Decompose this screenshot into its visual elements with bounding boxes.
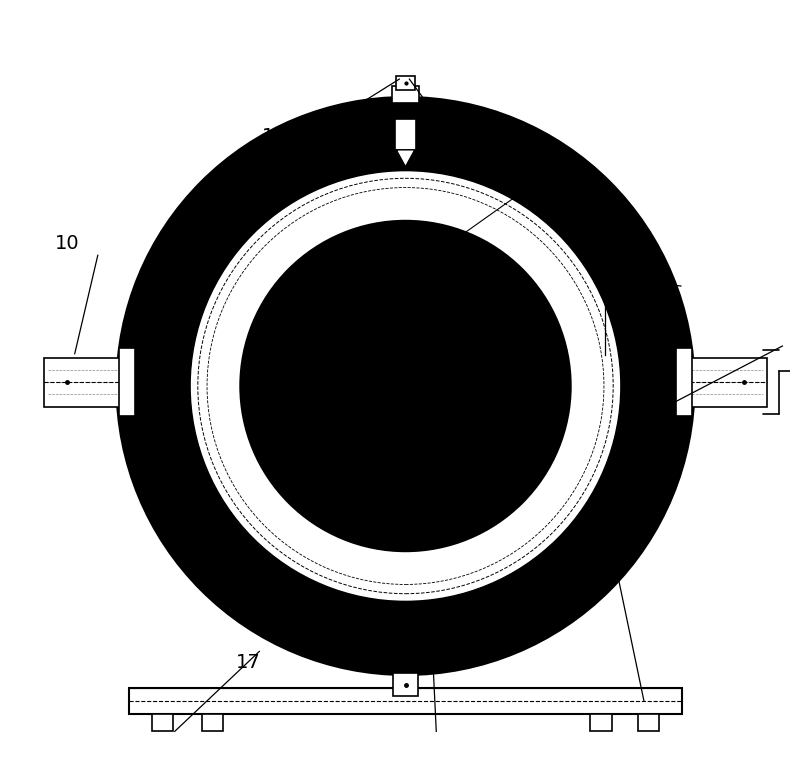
Text: 12: 12 [470,127,495,145]
Bar [395,119,416,150]
Bar [152,714,174,731]
Bar [119,348,135,416]
Text: 4: 4 [615,507,627,527]
Bar [637,714,659,731]
Text: 13: 13 [262,127,287,145]
Bar [676,348,692,416]
Polygon shape [397,150,414,167]
Bar [684,357,767,407]
Bar [393,673,418,696]
Text: 14: 14 [420,653,444,672]
Text: 17: 17 [235,653,260,672]
Circle shape [240,221,571,551]
Circle shape [562,588,579,605]
Text: 10: 10 [627,422,652,442]
Bar [44,357,127,407]
Circle shape [117,97,694,675]
Circle shape [190,171,621,601]
Circle shape [167,147,644,625]
Bar [393,86,418,103]
Bar [590,714,611,731]
Bar [129,688,682,714]
Circle shape [232,167,249,184]
Text: 8: 8 [615,346,627,364]
Text: 9: 9 [615,269,627,288]
Circle shape [232,588,249,605]
Bar [202,714,223,731]
Circle shape [562,167,579,184]
Bar [396,76,415,90]
Text: 10: 10 [54,234,79,253]
